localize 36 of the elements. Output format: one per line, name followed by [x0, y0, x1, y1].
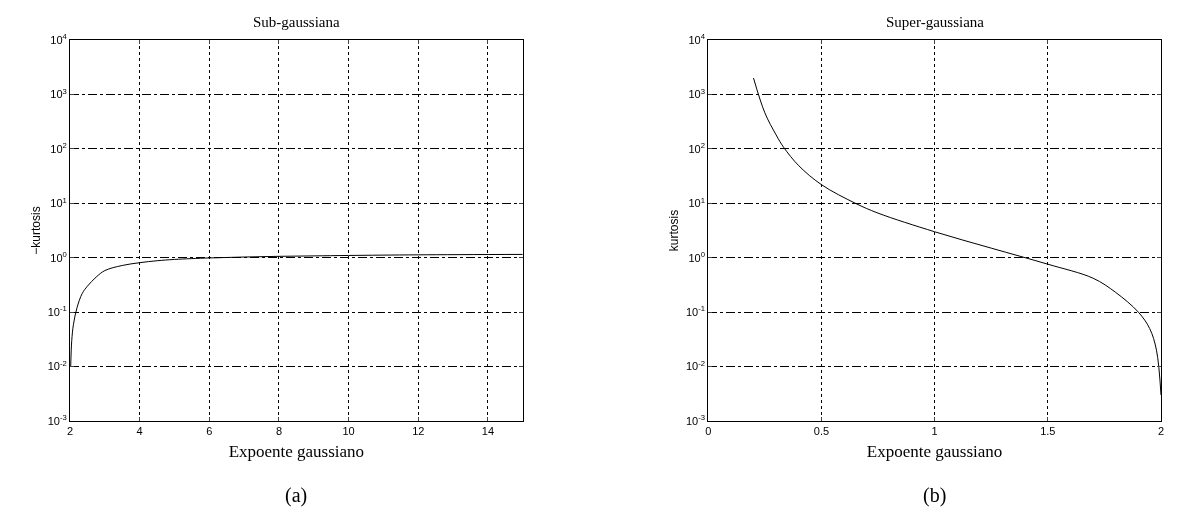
text: (b)	[923, 484, 947, 507]
y-tick-label: 10$^{1}$	[50, 195, 67, 210]
x-tick-label: 6	[206, 425, 213, 438]
y-tick-label: 10$^{3}$	[50, 86, 67, 101]
y-tick-label: 10$^{0}$	[688, 249, 706, 264]
x-tick-label: 8	[275, 425, 283, 438]
y-tick-label: 10$^{4}$	[50, 32, 68, 46]
y-axis-title: kurtosis	[667, 209, 682, 252]
y-tick-label: 10$^{-2}$	[47, 358, 67, 373]
x-axis-title: Expoente gaussiano	[228, 441, 365, 461]
y-tick-label: 10$^{3}$	[688, 86, 706, 101]
chart-title: Sub-gaussiana	[253, 14, 340, 30]
chart-title: Super-gaussiana	[886, 14, 985, 30]
x-tick-label: 4	[136, 425, 143, 438]
y-tick-label: 10$^{-1}$	[47, 304, 67, 318]
x-tick-label: 0.5	[813, 425, 830, 438]
y-axis-title: −kurtosis	[29, 206, 44, 255]
y-tick-label: 10$^{-1}$	[685, 304, 706, 318]
y-tick-label: 10$^{-3}$	[47, 413, 67, 427]
x-axis-title: Expoente gaussiano	[866, 441, 1003, 461]
x-tick-label: 0	[705, 425, 712, 438]
x-tick-label: 10	[342, 425, 355, 438]
y-tick-label: 10$^{-2}$	[685, 358, 706, 373]
x-tick-label: 12	[412, 425, 425, 438]
y-tick-label: 10$^{-3}$	[685, 413, 706, 427]
x-tick-label: 2	[1157, 425, 1165, 438]
x-tick-label: 2	[66, 425, 74, 438]
x-tick-label: 14	[481, 425, 495, 438]
x-tick-label: 1.5	[1040, 425, 1056, 438]
y-tick-label: 10$^{4}$	[688, 32, 706, 46]
y-tick-label: 10$^{2}$	[50, 141, 67, 155]
text: (a)	[285, 484, 308, 507]
y-tick-label: 10$^{0}$	[50, 249, 67, 264]
y-tick-label: 10$^{2}$	[688, 141, 706, 155]
x-tick-label: 1	[931, 425, 938, 438]
y-tick-label: 10$^{1}$	[688, 195, 706, 210]
